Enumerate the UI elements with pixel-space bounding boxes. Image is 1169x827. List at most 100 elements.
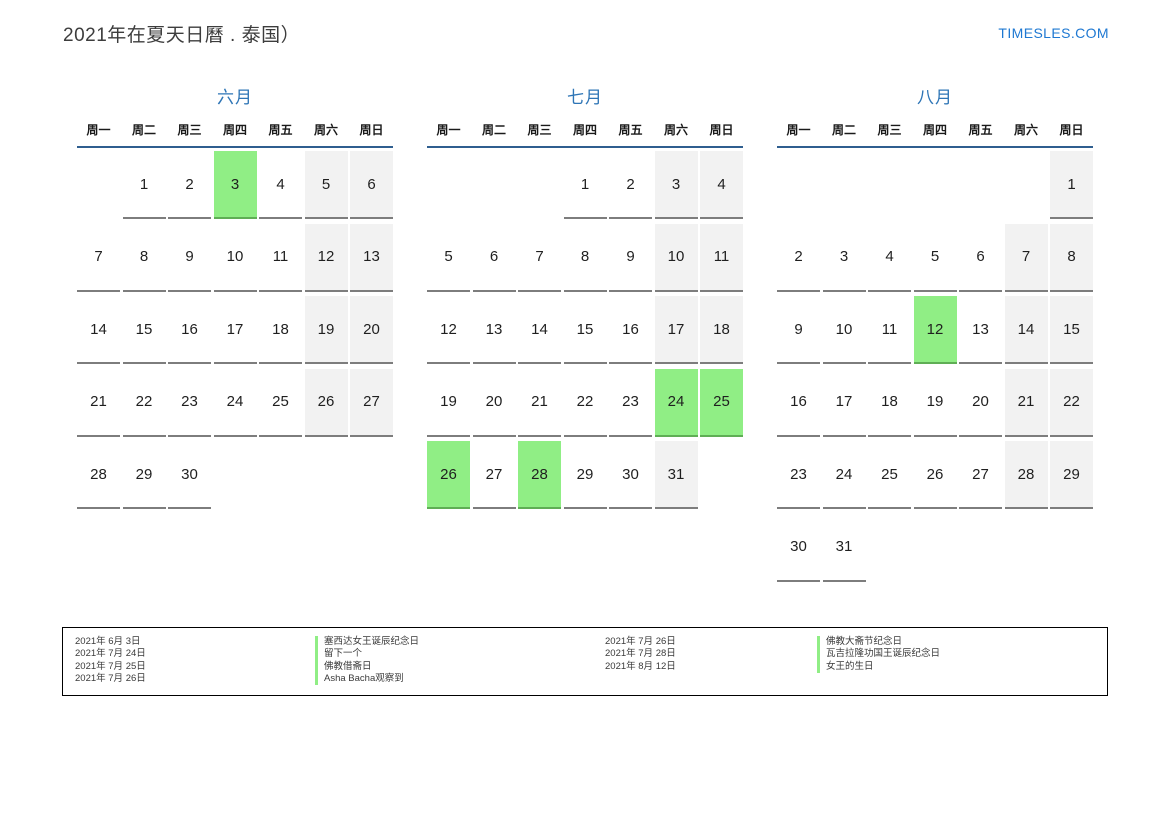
- day-cell: [914, 514, 957, 582]
- day-cell: 21: [77, 369, 120, 437]
- legend-row: 2021年 8月 12日 女王的生日: [605, 660, 1095, 673]
- day-cell: 28: [1004, 441, 1048, 509]
- day-cell: 14: [1004, 296, 1048, 364]
- day-cell: [959, 151, 1002, 219]
- holiday-name: 留下一个: [315, 648, 362, 661]
- day-cell: 7: [1004, 223, 1048, 292]
- month-grid: 1 2 3 4 5 6 7 8 9 10 11 12 13 14 15 16 17 18 19 20 21 22 23 24 2…: [427, 151, 743, 509]
- day-cell: [1005, 151, 1048, 219]
- day-cell: 7: [77, 224, 120, 292]
- day-cell: 24: [213, 369, 257, 437]
- day-cell: [518, 151, 561, 219]
- day-cell: 23: [777, 441, 820, 509]
- day-cell: [214, 441, 257, 509]
- day-cell: 2: [777, 224, 820, 292]
- day-cell: 22: [1050, 368, 1093, 437]
- day-cell: 31: [654, 441, 698, 509]
- day-cell: 3: [822, 224, 866, 292]
- weekday-label: 周五: [968, 123, 993, 137]
- weekday-label: 周二: [481, 123, 506, 137]
- month-divider-line: [777, 146, 1093, 148]
- legend-group-left: 2021年 6月 3日 塞西达女王诞辰纪念日 2021年 7月 24日 留下一个…: [75, 636, 605, 686]
- day-cell: 20: [959, 369, 1002, 437]
- day-cell: 12: [913, 296, 957, 364]
- weekday-label: 周日: [1059, 123, 1084, 137]
- weekday-label: 周二: [831, 123, 856, 137]
- day-cell: 25: [700, 368, 743, 437]
- day-cell: 24: [822, 441, 866, 509]
- day-cell: 5: [304, 151, 348, 219]
- holiday-name: 佛教大斋节纪念日: [817, 636, 902, 649]
- holiday-date: 2021年 7月 28日: [605, 648, 676, 660]
- weekday-label: 周四: [922, 123, 947, 137]
- month-title: 六月: [217, 88, 253, 107]
- day-cell: 22: [563, 369, 607, 437]
- month-grid: 1 2 3 4 5 6 7 8 9 10 11 12 13 14 15 16 17 18 19 20 21 22 23 24 2…: [77, 151, 393, 509]
- holiday-name: 佛教借斋日: [315, 660, 372, 673]
- day-cell: 20: [350, 296, 393, 364]
- day-cell: 17: [213, 296, 257, 364]
- day-cell: [77, 151, 120, 219]
- weekday-label: 周四: [222, 123, 247, 137]
- day-cell: 6: [472, 224, 516, 292]
- day-cell: [914, 151, 957, 219]
- day-cell: 1: [563, 151, 607, 219]
- day-cell: 14: [518, 296, 561, 364]
- month-title: 七月: [567, 88, 603, 107]
- page-title: 2021年在夏天日曆 . 泰国）: [63, 25, 301, 46]
- day-cell: 3: [213, 151, 257, 219]
- month-八月: 八月 周一 周二 周三 周四 周五 周六 周日 1 2 3 4 5 6 7 8 9 10 11 12 13 14 15 16 1…: [777, 83, 1093, 582]
- day-cell: 11: [868, 296, 911, 364]
- day-cell: [823, 151, 866, 219]
- weekday-label: 周三: [877, 123, 902, 137]
- day-cell: 16: [168, 296, 211, 364]
- day-cell: [1005, 514, 1048, 582]
- weekday-row: 周一 周二 周三 周四 周五 周六 周日: [777, 121, 1093, 138]
- day-cell: 9: [168, 224, 211, 292]
- day-cell: 28: [77, 441, 120, 509]
- day-cell: 7: [518, 224, 561, 292]
- day-cell: 26: [304, 368, 348, 437]
- day-cell: 4: [259, 151, 302, 219]
- day-cell: [427, 151, 470, 219]
- legend-row: 2021年 7月 25日 佛教借斋日: [75, 660, 605, 673]
- holiday-date: 2021年 7月 26日: [75, 672, 146, 684]
- day-cell: 18: [868, 369, 911, 437]
- weekday-label: 周一: [786, 123, 811, 137]
- day-cell: [777, 151, 820, 219]
- day-cell: 27: [350, 368, 393, 437]
- day-cell: 15: [1050, 296, 1093, 364]
- day-cell: 20: [472, 369, 516, 437]
- day-cell: 24: [654, 368, 698, 437]
- legend-row: 2021年 7月 24日 留下一个: [75, 648, 605, 661]
- day-cell: 30: [609, 441, 652, 509]
- month-七月: 七月 周一 周二 周三 周四 周五 周六 周日 1 2 3 4 5 6 7 8 9 10 11 12 13 14 15 16 1…: [427, 83, 743, 582]
- holiday-date: 2021年 7月 26日: [605, 636, 676, 647]
- holiday-name: 塞西达女王诞辰纪念日: [315, 636, 419, 649]
- day-cell: 29: [1050, 441, 1093, 509]
- day-cell: [700, 441, 743, 509]
- day-cell: 8: [563, 224, 607, 292]
- day-cell: 6: [959, 224, 1002, 292]
- day-cell: 2: [609, 151, 652, 219]
- day-cell: 15: [563, 296, 607, 364]
- month-六月: 六月 周一 周二 周三 周四 周五 周六 周日 1 2 3 4 5 6 7 8 9 10 11 12 13 14 15 16 1…: [77, 83, 393, 582]
- day-cell: 4: [868, 224, 911, 292]
- day-cell: 10: [654, 223, 698, 292]
- day-cell: 18: [700, 296, 743, 364]
- holiday-date: 2021年 6月 3日: [75, 636, 141, 647]
- day-cell: 25: [868, 441, 911, 509]
- day-cell: 16: [609, 296, 652, 364]
- holiday-name: 瓦吉拉隆功国王诞辰纪念日: [817, 648, 940, 661]
- site-logo[interactable]: TIMESLES.COM: [998, 25, 1109, 41]
- holiday-date: 2021年 7月 25日: [75, 660, 146, 672]
- day-cell: 29: [122, 441, 166, 509]
- day-cell: 16: [777, 369, 820, 437]
- weekday-label: 周五: [268, 123, 293, 137]
- day-cell: 27: [472, 441, 516, 509]
- month-divider-line: [427, 146, 743, 148]
- weekday-row: 周一 周二 周三 周四 周五 周六 周日: [427, 121, 743, 138]
- day-cell: 11: [700, 223, 743, 292]
- holiday-date: 2021年 8月 12日: [605, 660, 676, 672]
- day-cell: 10: [213, 224, 257, 292]
